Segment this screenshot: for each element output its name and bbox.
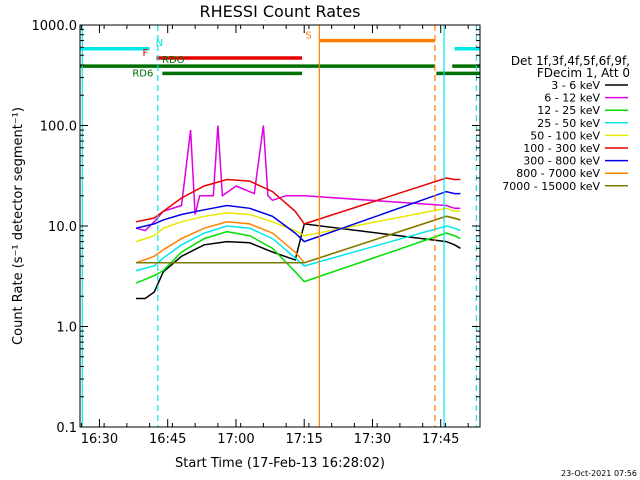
x-axis-label: Start Time (17-Feb-13 16:28:02) [175, 456, 385, 471]
x-tick-label: 17:15 [285, 432, 322, 447]
axis-ticks-group: 16:30 16:45 17:00 17:15 17:30 17:45 0.1 1.0 10.0… [32, 19, 480, 447]
y-axis-label: Count Rate (s⁻¹ detector segment⁻¹) [11, 107, 26, 345]
series-line-6-12-kev [135, 125, 461, 232]
series-line-50-100-kev [135, 207, 461, 243]
x-tick-label: 16:45 [149, 432, 186, 447]
legend-label-50-100-kev: 50 - 100 keV [530, 129, 600, 142]
legend-label-12-25-kev: 12 - 25 keV [537, 104, 600, 117]
y-tick-label: 1000.0 [32, 19, 78, 34]
flag-label-n: N [156, 38, 163, 49]
legend-label-300-800-kev: 300 - 800 keV [523, 155, 600, 168]
chart-title: RHESSI Count Rates [200, 2, 361, 21]
series-line-100-300-kev [135, 177, 461, 225]
y-tick-label: 0.1 [56, 421, 77, 436]
series-line-300-800-kev [135, 190, 461, 243]
series-line-12-25-kev [135, 230, 461, 284]
series-line-3-6-kev [136, 223, 461, 300]
legend-label-6-12-kev: 6 - 12 keV [544, 92, 600, 105]
series-line-25-50-kev [135, 225, 461, 272]
data-series-group [135, 125, 461, 300]
x-tick-label: 17:00 [217, 432, 254, 447]
flag-label-rdo: RDO [162, 55, 185, 66]
legend-label-3-6-kev: 3 - 6 keV [551, 79, 600, 92]
x-tick-label: 16:30 [81, 432, 118, 447]
x-tick-label: 17:45 [422, 432, 459, 447]
legend-title-line-2: FDecim 1, Att 0 [537, 66, 630, 80]
flag-label-f: F [142, 48, 148, 59]
y-tick-label: 10.0 [48, 220, 77, 235]
legend-label-7000-15000-kev: 7000 - 15000 keV [502, 180, 600, 193]
series-line-7000-15000-kev [136, 215, 461, 264]
x-tick-label: 17:30 [354, 432, 391, 447]
flag-label-s: S [305, 31, 311, 42]
flag-label-rd6: RD6 [132, 68, 153, 79]
flag-bars-group: NF S RDO RD6 [80, 31, 480, 79]
legend-label-800-7000-kev: 800 - 7000 keV [516, 167, 600, 180]
legend-label-100-300-kev: 100 - 300 keV [523, 142, 600, 155]
timestamp: 23-Oct-2021 07:56 [561, 469, 637, 478]
legend: Det 1f,3f,4f,5f,6f,9f, FDecim 1, Att 0 3… [502, 54, 630, 193]
legend-label-25-50-kev: 25 - 50 keV [537, 117, 600, 130]
legend-title-line-1: Det 1f,3f,4f,5f,6f,9f, [511, 54, 630, 68]
y-tick-label: 1.0 [56, 321, 77, 336]
y-tick-label: 100.0 [40, 120, 77, 135]
